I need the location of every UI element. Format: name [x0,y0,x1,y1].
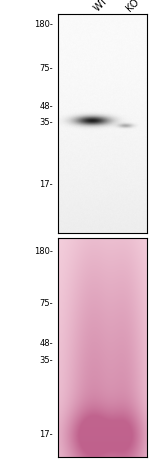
Text: 75-: 75- [39,64,53,73]
Text: 17-: 17- [39,180,53,189]
Text: WT: WT [92,0,110,13]
Text: 180-: 180- [34,247,53,256]
Text: KO: KO [125,0,141,13]
Text: 35-: 35- [39,356,53,365]
Text: 17-: 17- [39,431,53,439]
Text: 48-: 48- [39,339,53,347]
Text: 75-: 75- [39,299,53,308]
Text: 180-: 180- [34,21,53,29]
Text: 35-: 35- [39,118,53,127]
Text: 48-: 48- [39,102,53,112]
